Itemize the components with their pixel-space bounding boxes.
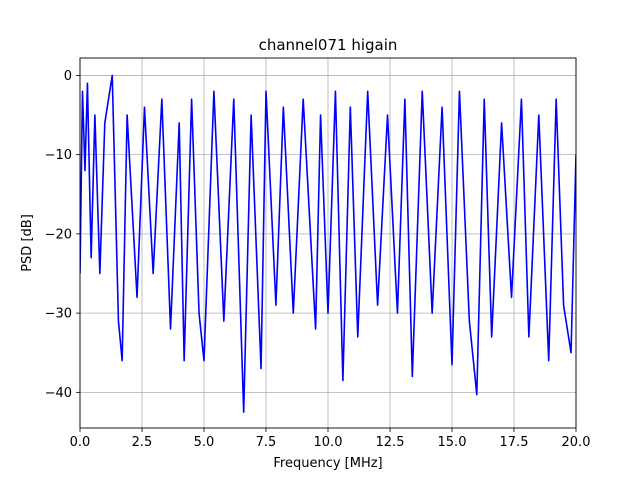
y-tick-label: −30 (45, 307, 72, 322)
x-axis-label: Frequency [MHz] (273, 456, 382, 471)
x-tick-label: 0.0 (70, 435, 91, 450)
psd-series-line (80, 74, 576, 413)
y-tick-label: −40 (45, 386, 72, 401)
x-tick-label: 7.5 (256, 435, 277, 450)
y-axis-ticks: 0 −10 −20 −30 −40 (45, 69, 80, 401)
x-tick-label: 10.0 (314, 435, 343, 450)
chart-title: channel071 higain (259, 36, 398, 54)
x-tick-label: 15.0 (438, 435, 467, 450)
x-tick-label: 17.5 (500, 435, 529, 450)
y-tick-label: −20 (45, 227, 72, 242)
y-axis-label: PSD [dB] (20, 214, 35, 272)
x-tick-label: 20.0 (562, 435, 591, 450)
y-tick-label: 0 (64, 69, 72, 84)
y-tick-label: −10 (45, 148, 72, 163)
x-tick-label: 5.0 (194, 435, 215, 450)
x-tick-label: 12.5 (376, 435, 405, 450)
x-tick-label: 2.5 (132, 435, 153, 450)
x-axis-ticks: 0.0 2.5 5.0 7.5 10.0 12.5 15.0 17.5 20.0 (70, 428, 591, 450)
